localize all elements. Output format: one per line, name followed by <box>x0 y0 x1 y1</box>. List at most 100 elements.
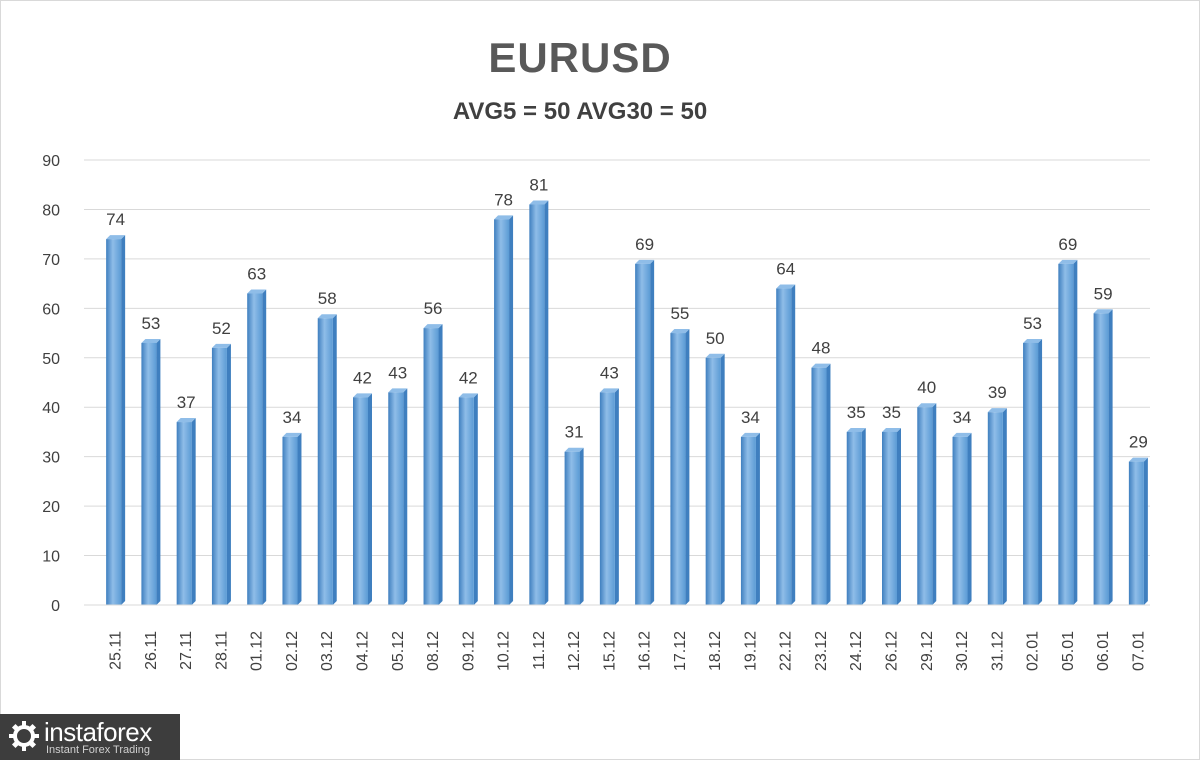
x-tick-label: 26.11 <box>143 631 160 670</box>
bar-side <box>403 388 408 605</box>
data-label: 64 <box>776 260 795 279</box>
bar <box>1128 461 1144 605</box>
bar-top <box>670 329 690 334</box>
x-tick-label: 16.12 <box>637 631 654 671</box>
x-tick-label: 17.12 <box>672 631 689 671</box>
bar <box>282 436 298 605</box>
x-tick-label: 09.12 <box>460 631 477 671</box>
x-tick-label: 24.12 <box>848 631 865 671</box>
bar <box>811 367 827 605</box>
bar <box>670 333 686 605</box>
bar-top <box>776 284 796 289</box>
data-label: 37 <box>177 393 196 412</box>
bar-side <box>1002 408 1007 605</box>
data-label: 34 <box>953 408 972 427</box>
data-label: 42 <box>353 368 372 387</box>
data-label: 59 <box>1094 284 1113 303</box>
bar-side <box>368 393 372 605</box>
bar-top <box>1023 338 1043 343</box>
bar-side <box>297 432 302 605</box>
bar <box>106 239 122 605</box>
bar-side <box>156 338 161 605</box>
x-tick-label: 26.12 <box>884 631 901 671</box>
y-tick-label: 20 <box>42 499 60 516</box>
bar-side <box>791 284 796 605</box>
bar-top <box>317 314 337 319</box>
bar <box>141 342 157 605</box>
bar-top <box>529 200 549 205</box>
y-tick-label: 60 <box>42 301 60 318</box>
bar-side <box>1108 309 1113 605</box>
bar-side <box>226 343 231 605</box>
x-tick-label: 25.11 <box>108 631 125 670</box>
bar-top <box>635 259 655 264</box>
data-label: 50 <box>706 329 725 348</box>
bar <box>987 412 1003 605</box>
x-tick-label: 11.12 <box>531 631 548 670</box>
data-label: 43 <box>388 363 407 382</box>
bar-top <box>1093 309 1113 314</box>
bar <box>317 318 333 605</box>
bar <box>705 357 721 605</box>
x-tick-label: 27.11 <box>178 631 195 670</box>
bar-top <box>176 418 196 423</box>
x-tick-label: 12.12 <box>566 631 583 671</box>
data-label: 56 <box>424 299 443 318</box>
data-label: 63 <box>247 265 266 284</box>
data-label: 40 <box>917 378 936 397</box>
bar-top <box>388 388 408 393</box>
bar <box>882 431 897 605</box>
bar <box>247 293 263 605</box>
x-tick-label: 31.12 <box>989 631 1006 671</box>
bar-side <box>579 447 584 605</box>
data-label: 52 <box>212 319 231 338</box>
x-tick-label: 07.01 <box>1130 631 1147 671</box>
bar <box>211 347 227 605</box>
x-tick-label: 19.12 <box>742 631 759 671</box>
x-tick-label: 30.12 <box>954 631 971 671</box>
data-label: 74 <box>106 210 125 229</box>
bar-top <box>423 324 443 329</box>
x-tick-label: 22.12 <box>778 631 795 671</box>
y-tick-label: 0 <box>51 598 60 615</box>
bar-side <box>438 324 443 605</box>
x-tick-label: 18.12 <box>707 631 724 671</box>
bar-side <box>685 329 690 605</box>
data-label: 53 <box>1023 314 1042 333</box>
bar <box>776 288 792 605</box>
bar-top <box>494 215 514 220</box>
bar <box>1023 342 1039 605</box>
bar-top <box>282 432 302 437</box>
bar <box>1093 313 1109 605</box>
bar-top <box>705 353 725 358</box>
x-tick-label: 01.12 <box>249 631 266 671</box>
logo-tagline: Instant Forex Trading <box>46 744 150 756</box>
x-tick-label: 05.01 <box>1060 631 1077 671</box>
bar-side <box>861 427 866 605</box>
data-label: 31 <box>565 423 584 442</box>
bar <box>846 431 862 605</box>
y-tick-label: 90 <box>42 153 60 170</box>
x-tick-label: 06.01 <box>1095 631 1112 671</box>
bar-top <box>740 432 760 437</box>
x-tick-label: 08.12 <box>425 631 442 671</box>
bar-side <box>1073 259 1078 605</box>
bar <box>494 219 510 606</box>
bar-top <box>846 427 866 432</box>
bar <box>917 407 933 605</box>
y-tick-label: 50 <box>42 351 60 368</box>
bar-side <box>1143 457 1148 605</box>
bar <box>353 397 368 605</box>
x-tick-label: 15.12 <box>601 631 618 671</box>
bar-top <box>917 403 937 408</box>
y-tick-label: 40 <box>42 400 60 417</box>
data-label: 39 <box>988 383 1007 402</box>
x-tick-label: 04.12 <box>355 631 372 671</box>
data-label: 55 <box>670 304 689 323</box>
x-tick-label: 29.12 <box>919 631 936 671</box>
bar <box>635 263 651 605</box>
bar <box>564 451 580 605</box>
x-tick-label: 02.12 <box>284 631 301 671</box>
